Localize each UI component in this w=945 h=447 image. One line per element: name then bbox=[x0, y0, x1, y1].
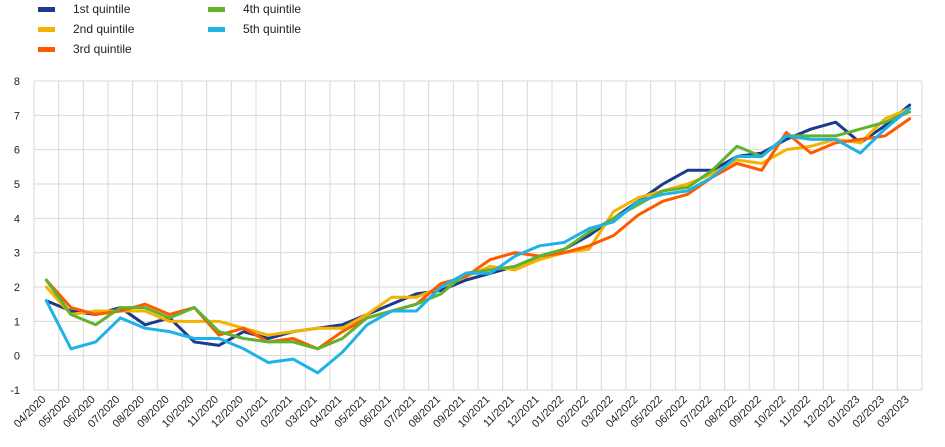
legend-item-1st-quintile: 1st quintile bbox=[38, 0, 130, 18]
legend-swatch-4th-quintile bbox=[208, 6, 225, 12]
grid bbox=[33, 80, 923, 391]
y-tick-label: 4 bbox=[14, 213, 20, 225]
legend-label-1st-quintile: 1st quintile bbox=[73, 2, 131, 16]
y-tick-label: 7 bbox=[14, 110, 20, 122]
legend-item-5th-quintile: 5th quintile bbox=[208, 20, 301, 38]
series-line-5 bbox=[44, 106, 912, 375]
legend-item-4th-quintile: 4th quintile bbox=[208, 0, 301, 18]
legend-swatch-5th-quintile bbox=[208, 26, 225, 32]
legend-label-3rd-quintile: 3rd quintile bbox=[73, 42, 132, 56]
y-axis-ticks: -1 0 1 2 3 4 5 6 7 8 bbox=[10, 76, 20, 397]
y-tick-label: 5 bbox=[14, 179, 20, 191]
legend-label-2nd-quintile: 2nd quintile bbox=[73, 22, 135, 36]
legend-item-2nd-quintile: 2nd quintile bbox=[38, 20, 134, 38]
legend-label-4th-quintile: 4th quintile bbox=[243, 2, 302, 16]
series-lines bbox=[44, 103, 912, 375]
x-axis-ticks: 04/202005/202006/202007/202008/202009/20… bbox=[12, 394, 912, 431]
legend-item-3rd-quintile: 3rd quintile bbox=[38, 40, 132, 58]
legend: 1st quintile 2nd quintile 3rd quintile 4… bbox=[0, 0, 945, 70]
y-tick-label: 8 bbox=[14, 76, 20, 88]
y-tick-label: 2 bbox=[14, 282, 20, 294]
legend-swatch-1st-quintile bbox=[38, 6, 55, 12]
y-tick-label: 0 bbox=[14, 351, 20, 363]
legend-swatch-3rd-quintile bbox=[38, 46, 55, 52]
y-tick-label: 1 bbox=[14, 316, 20, 328]
y-tick-label: 3 bbox=[14, 248, 20, 260]
legend-label-5th-quintile: 5th quintile bbox=[243, 22, 302, 36]
y-tick-label: 6 bbox=[14, 145, 20, 157]
y-tick-label: -1 bbox=[10, 385, 20, 397]
legend-swatch-2nd-quintile bbox=[38, 26, 55, 32]
